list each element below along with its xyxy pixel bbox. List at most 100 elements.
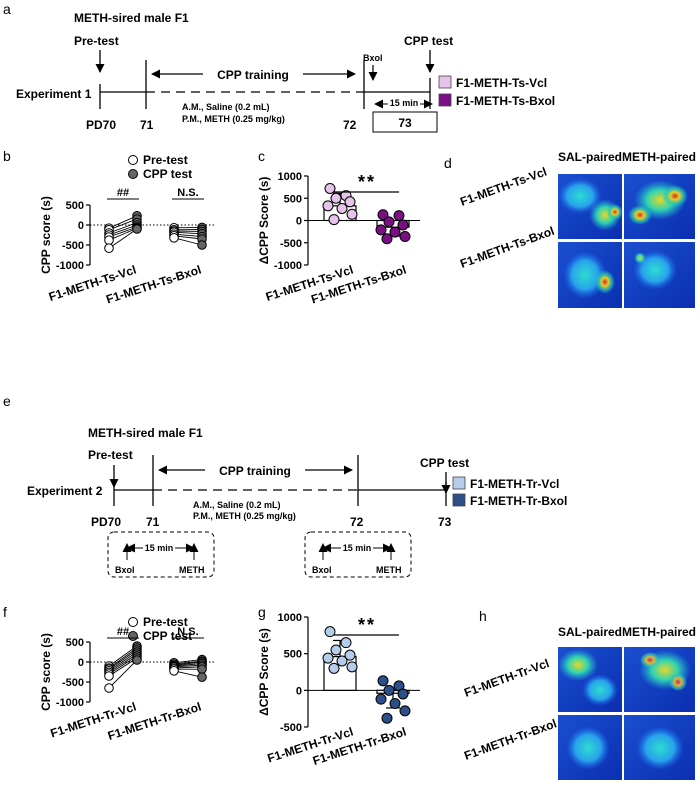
data-point-c xyxy=(344,196,356,208)
data-point-c xyxy=(377,209,389,221)
y-tick-label-c: -500 xyxy=(280,238,302,250)
legend-ts-vcl: F1-METH-Ts-Vcl xyxy=(456,76,547,90)
data-point-g xyxy=(346,661,358,673)
day-e-72: 72 xyxy=(350,515,364,529)
legend-marker-cpp-f xyxy=(128,631,138,641)
data-point-c xyxy=(381,233,393,245)
col-sal-paired-h: SAL-paired xyxy=(558,625,622,639)
pair-line-b xyxy=(108,228,138,249)
data-point-c xyxy=(346,208,358,220)
pre-point-f xyxy=(104,683,114,693)
data-point-g xyxy=(377,675,389,687)
pm-label: P.M., METH (0.25 mg/kg) xyxy=(182,114,285,124)
y-tick-label-g: -500 xyxy=(280,722,302,734)
legend-swatch-ts-bxol xyxy=(438,93,452,107)
sig-label-c: ** xyxy=(358,172,376,192)
sig-label-b: N.S. xyxy=(177,187,198,199)
data-point-g xyxy=(324,626,336,638)
legend-pre-b: Pre-test xyxy=(143,153,188,167)
col-sal-paired: SAL-paired xyxy=(558,150,622,164)
min15-e-1: 15 min xyxy=(145,543,174,553)
sired-label-e: METH-sired male F1 xyxy=(88,426,203,440)
data-point-g xyxy=(375,693,387,705)
day-e-71: 71 xyxy=(146,515,160,529)
meth-e-2: METH xyxy=(376,565,402,575)
injection-box-72: 15 min Bxol METH xyxy=(304,531,412,578)
legend-swatch-tr-bxol xyxy=(452,493,466,507)
y-tick-label-b: 0 xyxy=(78,220,84,232)
y-axis-label-f: CPP score (s) xyxy=(39,633,53,711)
bxol-e-2: Bxol xyxy=(312,565,332,575)
row-tr-bxol: F1-METH-Tr-Bxol xyxy=(462,716,558,762)
cpp-point-f xyxy=(197,672,207,683)
pm-label-e: P.M., METH (0.25 mg/kg) xyxy=(193,511,296,521)
data-point-g xyxy=(383,684,395,696)
y-tick-label-b: 500 xyxy=(66,200,84,212)
pretest-label: Pre-test xyxy=(74,34,119,48)
heatmap-h-hotspots xyxy=(558,649,691,770)
y-tick-label-c: 0 xyxy=(296,216,302,228)
pair-line-b xyxy=(108,227,138,241)
pre-point-b xyxy=(104,235,114,245)
legend-swatch-ts-vcl xyxy=(438,75,452,89)
legend-tr-bxol: F1-METH-Tr-Bxol xyxy=(470,494,567,508)
legend-marker-cpp-b xyxy=(128,169,138,179)
y-axis-label-b: CPP score (s) xyxy=(39,196,53,274)
data-point-c xyxy=(397,219,409,231)
data-point-c xyxy=(324,182,336,194)
data-point-g xyxy=(336,655,348,667)
experiment-label-e: Experiment 2 xyxy=(27,484,103,498)
panel-h: h SAL-paired METH-paired F1-METH-Tr-Vcl … xyxy=(462,608,696,780)
pre-point-f xyxy=(104,671,114,681)
heatmap-d-hotspots xyxy=(558,178,688,299)
min15-label: 15 min xyxy=(390,98,419,108)
legend-cpp-b: CPP test xyxy=(143,167,192,181)
day73-box xyxy=(372,111,438,133)
data-point-c xyxy=(330,192,342,204)
training-label: CPP training xyxy=(217,68,289,82)
sig-label-f: N.S. xyxy=(177,626,198,638)
day-72: 72 xyxy=(343,118,357,132)
pair-line-f xyxy=(108,659,138,689)
y-tick-label-b: -1000 xyxy=(56,260,84,272)
data-point-c xyxy=(328,214,340,226)
row-ts-bxol: F1-METH-Ts-Bxol xyxy=(458,224,556,271)
sig-label-b: ## xyxy=(117,187,129,199)
legend-pre-f: Pre-test xyxy=(143,615,188,629)
min15-e-2: 15 min xyxy=(343,543,372,553)
y-tick-label-g: 500 xyxy=(284,649,302,661)
bxol-label: Bxol xyxy=(363,53,383,63)
day-e-73: 73 xyxy=(438,515,452,529)
pre-point-b xyxy=(104,243,114,253)
am-label: A.M., Saline (0.2 mL) xyxy=(182,102,270,112)
panel-a: a METH-sired male F1 Pre-test CPP test B… xyxy=(3,1,555,133)
heatmap-grid-h xyxy=(558,647,695,780)
y-tick-label-g: 0 xyxy=(296,685,302,697)
legend-tr-vcl: F1-METH-Tr-Vcl xyxy=(470,477,559,491)
y-tick-label-b: -500 xyxy=(62,240,84,252)
panel-letter-c: c xyxy=(258,148,265,164)
cpp-point-f xyxy=(197,664,207,675)
panel-letter-a: a xyxy=(3,1,11,17)
bxol-e-1: Bxol xyxy=(115,565,135,575)
data-point-g xyxy=(397,688,409,700)
am-label-e: A.M., Saline (0.2 mL) xyxy=(193,500,281,510)
data-point-c xyxy=(375,224,387,236)
pre-point-f xyxy=(169,666,179,676)
legend-swatch-tr-vcl xyxy=(452,476,466,490)
data-point-c xyxy=(389,226,401,238)
row-ts-vcl: F1-METH-Ts-Vcl xyxy=(458,164,548,208)
cpptest-label: CPP test xyxy=(404,34,453,48)
data-point-g xyxy=(381,712,393,724)
injection-box-71: 15 min Bxol METH xyxy=(107,531,215,578)
day-73: 73 xyxy=(398,116,412,130)
data-point-c xyxy=(393,210,405,222)
data-point-g xyxy=(322,652,334,664)
panel-letter-f: f xyxy=(3,604,7,620)
y-tick-label-f: 500 xyxy=(66,637,84,649)
panel-d: d SAL-paired METH-paired F1-METH-Ts-Vcl … xyxy=(444,150,696,308)
